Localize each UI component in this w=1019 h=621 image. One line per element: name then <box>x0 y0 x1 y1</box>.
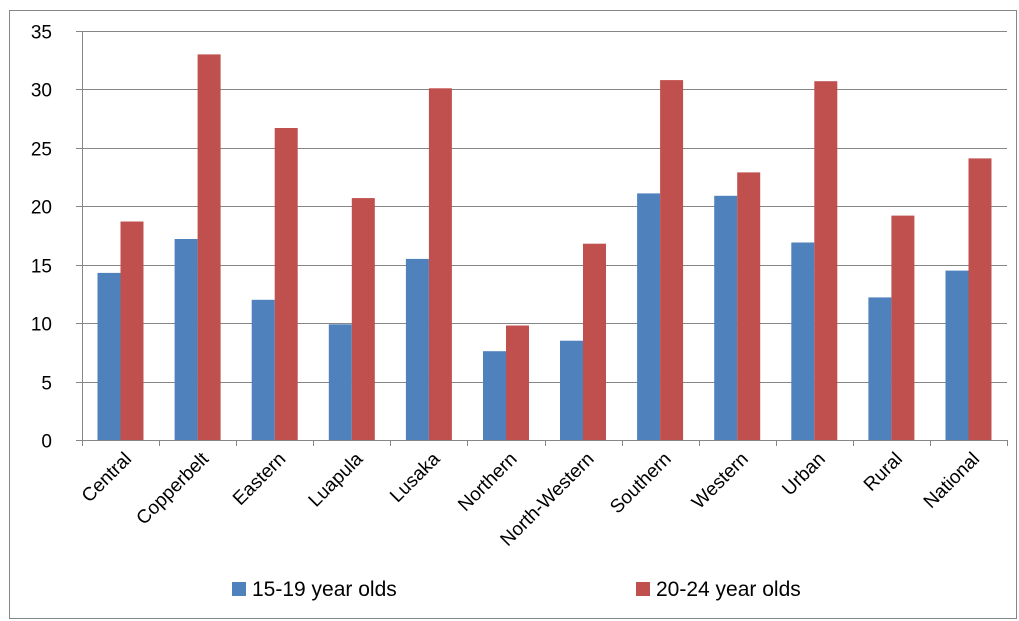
bar-series-2 <box>351 198 375 440</box>
axes <box>76 31 1008 446</box>
legend: 15-19 year olds 20-24 year olds <box>232 578 801 601</box>
bar-series-1 <box>97 272 121 440</box>
bar-series-2 <box>506 325 529 440</box>
y-tick-label: 20 <box>31 198 52 219</box>
legend-swatch <box>636 582 650 596</box>
bar-series-1 <box>637 193 661 440</box>
legend-swatch <box>232 582 246 596</box>
bar-series-1 <box>174 239 198 440</box>
bar-series-2 <box>891 215 915 440</box>
legend-label: 20-24 year olds <box>656 578 801 601</box>
y-tick-label: 0 <box>41 432 52 453</box>
bar-series-1 <box>560 340 583 440</box>
y-tick-label: 15 <box>31 257 52 278</box>
bar-series-1 <box>251 299 275 440</box>
bar-series-1 <box>328 324 352 440</box>
bar-series-2 <box>814 81 838 440</box>
bar-series-2 <box>583 243 606 440</box>
y-tick-label: 25 <box>31 140 52 161</box>
y-tick-labels: 0 5 10 15 20 25 30 35 <box>31 23 52 453</box>
bar-series-2 <box>120 221 144 440</box>
bar-series-2 <box>274 128 298 440</box>
bar-series-2 <box>197 54 221 441</box>
bar-series-2 <box>660 80 684 440</box>
y-tick-label: 35 <box>31 23 52 44</box>
bar-series-1 <box>405 258 429 440</box>
bar-series-1 <box>868 297 892 440</box>
bar-series-1 <box>714 195 738 440</box>
bar-series-1 <box>945 270 969 440</box>
y-tick-label: 5 <box>41 374 52 395</box>
bar-series-2 <box>968 158 992 440</box>
y-tick-label: 30 <box>31 81 52 102</box>
bar-series-2 <box>737 172 761 440</box>
bar-series-2 <box>428 88 452 441</box>
legend-label: 15-19 year olds <box>252 578 397 601</box>
bars <box>97 54 992 441</box>
y-tick-label: 10 <box>31 315 52 336</box>
gridlines <box>82 31 1007 383</box>
bar-series-1 <box>791 242 815 440</box>
bar-series-1 <box>483 351 506 440</box>
